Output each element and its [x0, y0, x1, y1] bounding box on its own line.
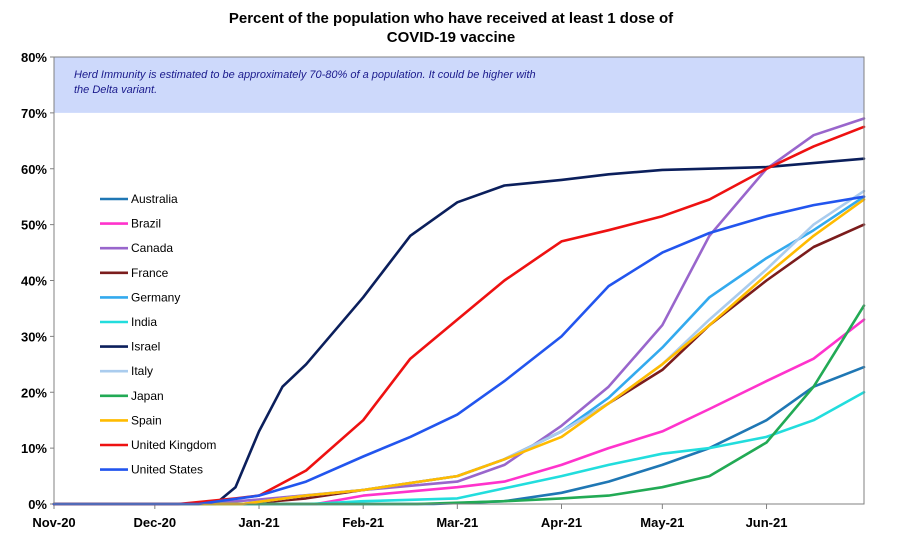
herd-immunity-band — [54, 57, 864, 113]
y-tick-label: 20% — [21, 385, 47, 400]
herd-immunity-note-line: the Delta variant. — [74, 84, 157, 96]
series-line-israel — [52, 157, 866, 506]
y-tick-label: 30% — [21, 329, 47, 344]
legend-label-australia: Australia — [131, 192, 178, 206]
legend-label-israel: Israel — [131, 340, 160, 354]
legend: Australia Brazil Canada France Germany India I… — [100, 192, 216, 477]
series-line-japan — [52, 304, 866, 506]
x-tick-label: Mar-21 — [436, 515, 478, 530]
x-axis: Nov-20 Dec-20 Jan-21 Feb-21 Mar-21 Apr-21 May-… — [32, 503, 864, 530]
chart-title-line: COVID-19 vaccine — [387, 29, 515, 46]
series-line-india — [52, 391, 866, 506]
y-tick-label: 50% — [21, 218, 47, 233]
series-line-brazil — [52, 318, 866, 506]
chart-title-line: Percent of the population who have recei… — [229, 10, 674, 27]
x-tick-label: Feb-21 — [342, 515, 384, 530]
legend-label-italy: Italy — [131, 364, 153, 378]
series-line-united-states — [52, 195, 866, 506]
series-lines — [52, 117, 866, 506]
series-line-australia — [52, 365, 866, 506]
legend-label-united-kingdom: United Kingdom — [131, 438, 216, 452]
x-tick-label: Jan-21 — [238, 515, 279, 530]
legend-label-united-states: United States — [131, 463, 203, 477]
series-line-spain — [52, 198, 866, 506]
legend-label-france: France — [131, 266, 169, 280]
legend-label-japan: Japan — [131, 389, 164, 403]
x-tick-label: Apr-21 — [541, 515, 582, 530]
legend-label-brazil: Brazil — [131, 217, 161, 231]
legend-label-india: India — [131, 315, 157, 329]
y-tick-label: 80% — [21, 50, 47, 65]
legend-label-canada: Canada — [131, 241, 173, 255]
y-tick-label: 0% — [28, 497, 47, 512]
x-tick-label: Dec-20 — [134, 515, 177, 530]
y-tick-label: 70% — [21, 106, 47, 121]
y-axis: 0% 10% 20% 30% 40% 50% 60% 70% 80% — [21, 50, 55, 512]
herd-immunity-note: Herd Immunity is estimated to be approxi… — [74, 69, 536, 96]
x-tick-label: May-21 — [640, 515, 684, 530]
x-tick-label: Jun-21 — [746, 515, 788, 530]
chart-title: Percent of the population who have recei… — [229, 10, 674, 46]
herd-immunity-note-line: Herd Immunity is estimated to be approxi… — [74, 69, 536, 81]
y-tick-label: 60% — [21, 162, 47, 177]
y-tick-label: 10% — [21, 441, 47, 456]
legend-label-spain: Spain — [131, 413, 162, 427]
y-tick-label: 40% — [21, 274, 47, 289]
x-tick-label: Nov-20 — [32, 515, 75, 530]
plot-area-frame — [53, 56, 865, 505]
legend-label-germany: Germany — [131, 290, 180, 304]
